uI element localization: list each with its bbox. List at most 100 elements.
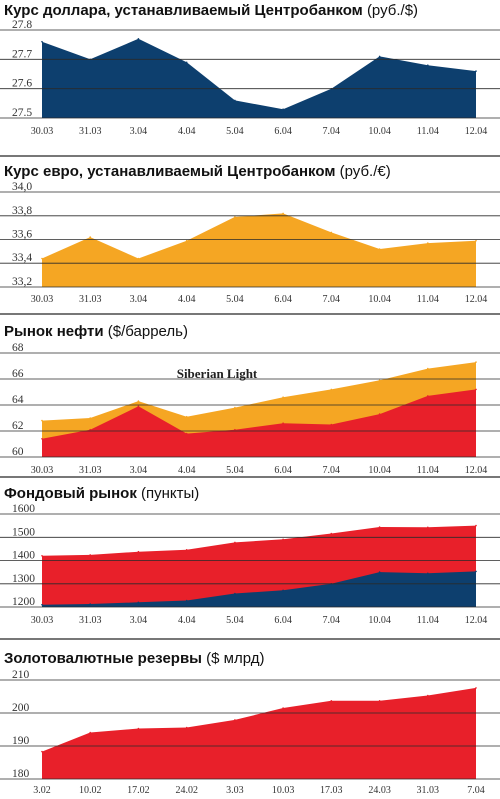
y-tick-label: 27.6 <box>12 78 32 90</box>
data-point <box>282 589 284 592</box>
data-point <box>282 707 284 709</box>
data-point <box>137 38 140 40</box>
x-tick-label: 6.04 <box>274 615 292 626</box>
data-point <box>378 700 381 702</box>
stock-market-panel: Фондовый рынок (пункты) 1600 1500 1400 1300… <box>0 476 500 638</box>
x-tick-label: 3.02 <box>33 785 51 796</box>
eur-rate-chart: 34,0 33,8 33,6 33,4 33,2 30.03 31.03 3.04 4.04 5.… <box>0 181 500 305</box>
oil-market-unit: ($/баррель) <box>107 323 188 340</box>
data-point <box>475 70 477 72</box>
data-point <box>137 727 140 730</box>
y-tick-label: 210 <box>12 669 30 681</box>
series-0-area <box>42 213 476 287</box>
x-tick-label: 3.03 <box>226 785 244 796</box>
x-tick-label: 6.04 <box>274 294 292 305</box>
data-point <box>234 428 236 431</box>
data-point <box>282 212 284 215</box>
data-point <box>41 40 43 43</box>
data-point <box>137 257 140 260</box>
data-point <box>185 599 188 602</box>
eur-rate-unit: (руб./€) <box>339 163 391 180</box>
data-point <box>234 99 236 102</box>
usd-rate-title: Курс доллара, устанавливаемый Центробанк… <box>4 2 418 19</box>
y-tick-label: 1600 <box>12 503 35 515</box>
x-tick-label: 12.04 <box>465 615 488 626</box>
y-tick-label: 62 <box>12 420 24 432</box>
series-1-area <box>42 571 476 607</box>
x-tick-label: 10.03 <box>272 785 295 796</box>
data-point <box>41 257 43 260</box>
data-point <box>427 242 429 244</box>
stock-market-chart: 1600 1500 1400 1300 1200 30.03 31.03 3.04 4.04 5.… <box>0 503 500 626</box>
x-tick-label: 30.03 <box>31 294 54 305</box>
data-point <box>234 592 236 595</box>
data-point <box>234 406 236 409</box>
data-point <box>41 603 43 606</box>
x-tick-label: 10.02 <box>79 785 102 796</box>
data-point <box>89 417 91 419</box>
data-point <box>185 415 188 418</box>
x-tick-label: 12.04 <box>465 126 488 137</box>
oil-market-chart: 68 66 64 62 60 30.03 31.03 3.04 4.04 5.04 6.04 7.04… <box>0 342 500 476</box>
oil-market-panel: Рынок нефти ($/баррель) 68 66 64 62 60 30.03 3… <box>0 313 500 476</box>
eur-rate-title-text: Курс евро, устанавливаемый Центробанком <box>4 163 336 180</box>
oil-market-title-text: Рынок нефти <box>4 323 104 340</box>
series-annotation: Siberian Light <box>177 366 258 381</box>
x-tick-label: 10.04 <box>368 615 391 626</box>
x-tick-label: 6.04 <box>274 126 292 137</box>
data-point <box>330 700 333 702</box>
y-tick-label: 68 <box>12 342 24 354</box>
data-point <box>137 405 140 408</box>
x-tick-label: 11.04 <box>417 294 439 305</box>
data-point <box>89 236 91 238</box>
y-tick-label: 180 <box>12 768 30 780</box>
x-tick-label: 3.04 <box>130 465 148 476</box>
data-point <box>330 388 333 391</box>
data-point <box>427 64 429 66</box>
data-point <box>234 719 236 721</box>
x-tick-label: 30.03 <box>31 465 54 476</box>
y-tick-label: 66 <box>12 368 24 380</box>
data-point <box>234 216 236 218</box>
data-point <box>89 428 91 431</box>
x-tick-label: 4.04 <box>178 126 196 137</box>
data-point <box>475 524 477 527</box>
oil-market-title: Рынок нефти ($/баррель) <box>4 323 188 340</box>
x-tick-label: 7.04 <box>323 294 341 305</box>
x-tick-label: 7.04 <box>323 465 341 476</box>
y-tick-label: 1300 <box>12 573 35 585</box>
data-point <box>378 379 381 382</box>
x-tick-label: 7.04 <box>323 126 341 137</box>
x-tick-label: 31.03 <box>79 465 102 476</box>
stock-market-title-text: Фондовый рынок <box>4 485 137 502</box>
eur-rate-title: Курс евро, устанавливаемый Центробанком … <box>4 163 391 180</box>
data-point <box>378 571 381 573</box>
data-point <box>185 239 188 242</box>
data-point <box>137 550 140 553</box>
x-tick-label: 4.04 <box>178 615 196 626</box>
x-tick-label: 10.04 <box>368 126 391 137</box>
data-point <box>427 694 429 697</box>
y-tick-label: 1400 <box>12 550 35 562</box>
x-tick-label: 17.03 <box>320 785 343 796</box>
data-point <box>282 538 284 541</box>
x-tick-label: 5.04 <box>226 465 244 476</box>
data-point <box>41 750 43 753</box>
data-point <box>41 555 43 557</box>
x-tick-label: 12.04 <box>465 465 488 476</box>
data-point <box>185 726 188 729</box>
data-point <box>475 239 477 242</box>
stock-market-title: Фондовый рынок (пункты) <box>4 485 199 502</box>
stock-market-unit: (пункты) <box>141 485 200 502</box>
x-tick-label: 10.04 <box>368 465 391 476</box>
x-tick-label: 31.03 <box>79 615 102 626</box>
data-point <box>89 603 91 605</box>
data-point <box>475 361 477 363</box>
x-tick-label: 4.04 <box>178 465 196 476</box>
y-tick-label: 33,8 <box>12 205 32 217</box>
data-point <box>378 526 381 528</box>
data-point <box>378 55 381 58</box>
x-tick-label: 10.04 <box>368 294 391 305</box>
